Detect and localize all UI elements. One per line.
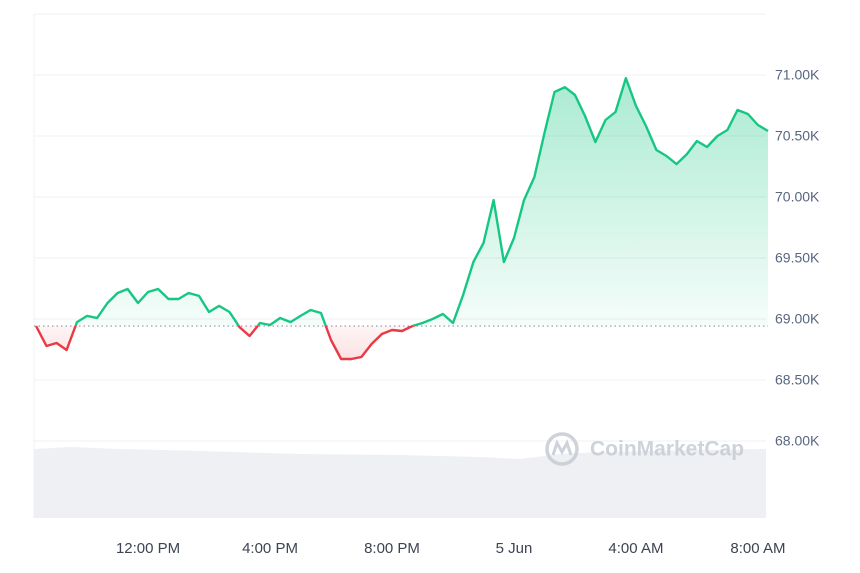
y-tick-label: 70.00K (775, 189, 820, 205)
y-tick-label: 68.50K (775, 372, 820, 388)
x-tick-label: 5 Jun (496, 540, 533, 557)
y-tick-label: 71.00K (775, 67, 820, 83)
price-line (35, 76, 769, 361)
watermark-logo (545, 432, 579, 466)
x-tick-label: 4:00 PM (242, 540, 298, 557)
watermark-text: CoinMarketCap (590, 438, 744, 461)
y-tick-label: 68.00K (775, 433, 820, 449)
x-tick-label: 4:00 AM (608, 540, 663, 557)
x-tick-label: 8:00 PM (364, 540, 420, 557)
y-tick-label: 69.00K (775, 311, 820, 327)
x-tick-label: 8:00 AM (730, 540, 785, 557)
y-tick-label: 70.50K (775, 128, 820, 144)
area-fill (36, 78, 769, 359)
y-tick-label: 69.50K (775, 250, 820, 266)
volume-area (34, 447, 766, 518)
watermark-logo-m (551, 439, 573, 456)
x-tick-label: 12:00 PM (116, 540, 180, 557)
watermark: CoinMarketCap (545, 432, 744, 466)
